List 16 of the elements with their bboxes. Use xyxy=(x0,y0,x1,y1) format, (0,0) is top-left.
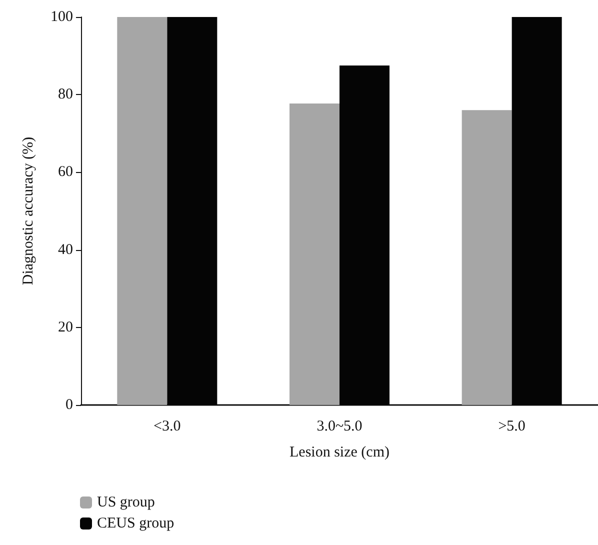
y-tick-label: 0 xyxy=(66,397,73,413)
x-tick-label: >5.0 xyxy=(498,418,526,434)
y-tick-label: 60 xyxy=(58,164,73,180)
y-tick-label: 40 xyxy=(58,242,73,258)
y-axis-title: Diagnostic accuracy (%) xyxy=(20,136,36,286)
legend-label: CEUS group xyxy=(97,516,174,532)
bar xyxy=(290,104,340,405)
x-tick-label: <3.0 xyxy=(154,418,181,434)
legend-label: US group xyxy=(97,494,155,510)
y-tick-label: 20 xyxy=(58,319,73,336)
y-tick-label: 80 xyxy=(58,86,73,103)
x-axis-title: Lesion size (cm) xyxy=(290,444,390,460)
y-tick-label: 100 xyxy=(50,9,73,25)
bar xyxy=(117,17,168,405)
x-tick-label: 3.0~5.0 xyxy=(316,418,362,434)
bar xyxy=(462,110,512,405)
